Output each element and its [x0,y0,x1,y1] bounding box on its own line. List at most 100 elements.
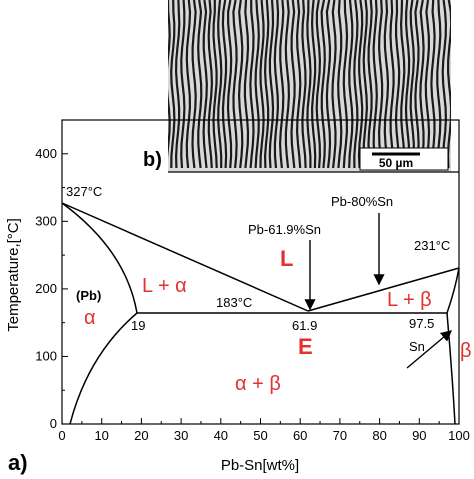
x-tick-label: 40 [214,428,228,443]
lamella-stripe [180,0,186,169]
lamella-stripe [191,0,197,169]
lamella-stripe [337,0,343,169]
eutectic-composition-label: Pb-61.9%Sn [248,222,321,237]
lamellae-pattern [168,0,456,169]
lamella-stripe [273,0,280,169]
axis-ticks: 0 10 20 30 40 50 60 70 80 90 100 0 100 200 300 400 [35,119,470,443]
comp-19-label: 19 [131,318,145,333]
lamella-stripe [221,0,228,169]
lamella-stripe [315,0,322,169]
x-tick-label: 30 [174,428,188,443]
lamella-stripe [202,0,208,169]
lamella-stripe [409,0,415,169]
lamella-stripe [217,0,223,168]
lamella-stripe [310,0,317,169]
panel-b-label: b) [143,149,162,171]
sn-label: Sn [409,339,425,354]
lamella-stripe [301,0,307,169]
x-tick-label: 0 [58,428,65,443]
comp-619-label: 61.9 [292,318,317,333]
liquid-label: L [280,246,293,271]
lamella-stripe [306,0,312,168]
lamella-stripe [362,0,369,169]
solvus-alpha-curve [69,312,138,425]
x-tick-label: 90 [412,428,426,443]
lamella-stripe [174,0,181,169]
lamella-stripe [419,0,425,169]
lamella-stripe [232,0,238,169]
lamella-stripe [284,0,291,169]
y-tick-label: 100 [35,348,57,363]
lamella-stripe [254,0,260,169]
x-tick-label: 60 [293,428,307,443]
lamella-stripe [436,0,442,169]
lamella-stripe [446,0,451,169]
arrow-sn [406,330,453,369]
alpha-region-label: α [84,307,96,329]
solidus-alpha-curve [61,202,138,314]
y-tick-label: 200 [35,281,57,296]
lamella-stripe [295,0,302,169]
lamella-stripe [399,0,406,169]
y-tick-label: 300 [35,213,57,228]
pb-phase-label: (Pb) [76,288,101,303]
lamella-stripe [185,0,192,169]
micrograph-panel: 50 µm [168,0,456,172]
pb-melting-label: 327°C [66,184,102,199]
x-tick-label: 80 [372,428,386,443]
comp-975-label: 97.5 [409,316,434,331]
lamella-stripe [212,0,218,169]
lamella-stripe [430,0,436,169]
sn-melting-label: 231°C [414,238,450,253]
lamella-stripe [348,0,354,169]
lamella-stripe [320,0,326,169]
lamella-stripe [389,0,395,169]
solvus-beta-curve [446,312,456,425]
lamella-stripe [207,0,214,169]
x-tick-label: 20 [134,428,148,443]
y-axis-label: Temperature,[°C] [5,218,22,332]
eutectic-point-label: E [298,334,313,359]
x-tick-label: 100 [448,428,470,443]
lamella-stripe [278,0,285,169]
pb80-label: Pb-80%Sn [331,194,393,209]
lamella-stripe [249,0,255,169]
y-tick-label: 0 [50,416,57,431]
lamella-stripe [342,0,349,169]
lamella-stripe [367,0,373,169]
eutectic-temp-label: 183°C [216,295,252,310]
lamella-stripe [325,0,332,169]
lamella-stripe [357,0,364,169]
panel-a-label: a) [8,450,28,475]
lamella-stripe [394,0,401,169]
lamella-stripe [263,0,270,169]
lamella-stripe [453,0,456,168]
lamella-stripe [197,0,203,169]
y-tick-label: 400 [35,146,57,161]
liquidus-beta-line [307,267,460,312]
lamella-stripe [414,0,420,169]
lamella-stripe [259,0,265,169]
lamella-stripe [404,0,411,169]
lamella-stripe [226,0,233,169]
l-plus-beta-label: L + β [387,289,432,311]
x-tick-label: 50 [253,428,267,443]
lamella-stripe [424,0,431,169]
x-tick-label: 10 [94,428,108,443]
lamella-stripe [243,0,250,169]
lamella-stripe [331,0,337,169]
lamella-stripe [441,0,448,169]
solidus-beta-curve [446,267,460,314]
beta-region-label: β [460,340,472,362]
lamella-stripe [168,0,171,161]
x-axis-label: Pb-Sn[wt%] [221,457,299,474]
x-tick-label: 70 [333,428,347,443]
phase-boundaries [61,202,460,425]
lamella-stripe [353,0,359,169]
lamella-stripe [237,0,244,169]
alpha-plus-beta-label: α + β [235,373,281,395]
scale-bar-label: 50 µm [379,156,413,170]
lamella-stripe [383,0,390,169]
lamella-stripe [377,0,384,169]
